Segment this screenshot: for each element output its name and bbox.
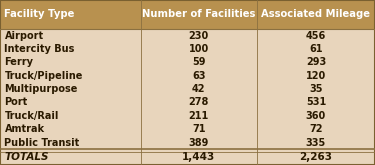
Bar: [141, 82, 257, 96]
Bar: [257, 29, 375, 42]
Text: Truck/Rail: Truck/Rail: [4, 111, 59, 121]
Bar: [141, 69, 257, 82]
Bar: [141, 136, 257, 149]
Text: 72: 72: [309, 124, 322, 134]
Bar: [0, 136, 141, 149]
Bar: [141, 0, 257, 29]
Bar: [141, 42, 257, 56]
Text: 59: 59: [192, 57, 206, 67]
Text: Number of Facilities: Number of Facilities: [142, 9, 255, 19]
Bar: [0, 82, 141, 96]
Text: 63: 63: [192, 71, 206, 81]
Bar: [141, 29, 257, 42]
Bar: [141, 123, 257, 136]
Text: Truck/Pipeline: Truck/Pipeline: [4, 71, 83, 81]
Bar: [257, 149, 375, 165]
Text: 35: 35: [309, 84, 322, 94]
Bar: [0, 56, 141, 69]
Text: Airport: Airport: [4, 31, 44, 41]
Bar: [257, 82, 375, 96]
Bar: [257, 69, 375, 82]
Bar: [0, 96, 141, 109]
Text: 360: 360: [306, 111, 326, 121]
Text: Amtrak: Amtrak: [4, 124, 45, 134]
Bar: [141, 56, 257, 69]
Text: 278: 278: [189, 98, 209, 107]
Text: 389: 389: [189, 138, 209, 148]
Bar: [0, 42, 141, 56]
Text: 211: 211: [189, 111, 209, 121]
Text: Port: Port: [4, 98, 28, 107]
Text: 120: 120: [306, 71, 326, 81]
Text: 456: 456: [306, 31, 326, 41]
Bar: [0, 69, 141, 82]
Bar: [141, 96, 257, 109]
Text: Public Transit: Public Transit: [4, 138, 80, 148]
Text: 2,263: 2,263: [299, 152, 332, 162]
Bar: [257, 109, 375, 123]
Text: Multipurpose: Multipurpose: [4, 84, 78, 94]
Text: 100: 100: [189, 44, 209, 54]
Text: Facility Type: Facility Type: [4, 9, 75, 19]
Bar: [0, 0, 141, 29]
Bar: [141, 149, 257, 165]
Bar: [141, 109, 257, 123]
Bar: [0, 123, 141, 136]
Text: 531: 531: [306, 98, 326, 107]
Text: TOTALS: TOTALS: [4, 152, 49, 162]
Text: 230: 230: [189, 31, 209, 41]
Bar: [0, 29, 141, 42]
Bar: [257, 42, 375, 56]
Bar: [257, 96, 375, 109]
Bar: [0, 109, 141, 123]
Bar: [257, 56, 375, 69]
Text: 71: 71: [192, 124, 206, 134]
Text: 1,443: 1,443: [182, 152, 215, 162]
Text: 293: 293: [306, 57, 326, 67]
Text: 42: 42: [192, 84, 206, 94]
Bar: [257, 123, 375, 136]
Text: Ferry: Ferry: [4, 57, 33, 67]
Text: 335: 335: [306, 138, 326, 148]
Text: 61: 61: [309, 44, 322, 54]
Bar: [257, 0, 375, 29]
Bar: [257, 136, 375, 149]
Bar: [0, 149, 141, 165]
Text: Intercity Bus: Intercity Bus: [4, 44, 75, 54]
Text: Associated Mileage: Associated Mileage: [261, 9, 370, 19]
